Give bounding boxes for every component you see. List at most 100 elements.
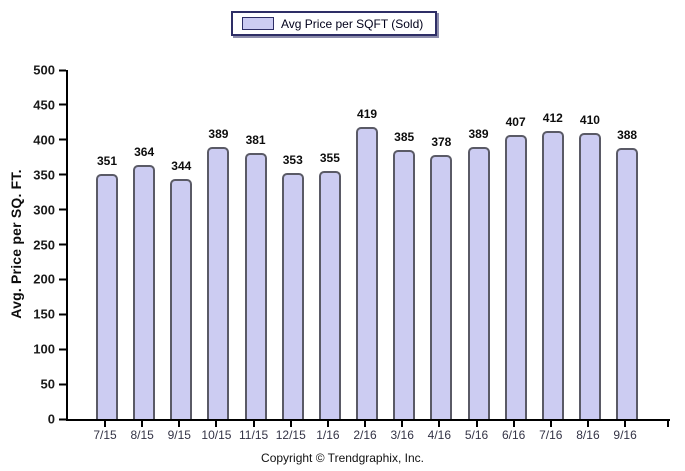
bar-7/15 — [96, 174, 118, 419]
bar-12/15 — [281, 172, 304, 419]
y-tick-label: 450 — [33, 97, 55, 113]
bar-value-label: 353 — [282, 152, 303, 167]
x-tick-label: 7/16 — [539, 428, 563, 442]
x-tick-label: 2/16 — [353, 428, 377, 442]
bar-9/16 — [616, 148, 639, 419]
x-tick-label: 5/16 — [464, 428, 489, 442]
x-tick-label: 9/16 — [613, 428, 637, 442]
x-tick-mark — [252, 421, 255, 427]
x-tick-mark — [104, 421, 106, 427]
x-tick-mark — [215, 421, 218, 427]
bar-7/16 — [541, 131, 564, 419]
y-tick: 350 — [33, 167, 66, 182]
x-tick-mark — [549, 421, 552, 427]
bar-value-label: 407 — [505, 114, 526, 129]
x-tick-mark — [475, 421, 478, 427]
x-tick-label: 8/16 — [576, 428, 600, 442]
x-tick-label: 12/15 — [275, 428, 306, 442]
x-tick-mark — [624, 421, 627, 427]
y-axis: 0 50 100 150 200 250 300 350 400 450 500 — [0, 63, 66, 427]
y-tick-mark — [59, 313, 66, 316]
bar-value-label: 419 — [357, 106, 378, 121]
y-tick-mark — [59, 348, 66, 351]
bar-value-label: 351 — [96, 154, 118, 169]
bar-1/16 — [318, 171, 341, 419]
bar-value-label: 381 — [245, 133, 266, 148]
y-tick-mark — [59, 173, 66, 176]
legend-swatch — [242, 17, 274, 30]
bar-value-label: 378 — [431, 135, 452, 150]
x-tick-label: 9/15 — [167, 428, 191, 442]
bar-11/15 — [244, 153, 267, 419]
bar-value-label: 344 — [171, 158, 192, 173]
y-tick-label: 250 — [33, 237, 55, 252]
bar-4/16 — [430, 155, 453, 419]
x-tick-label: 10/15 — [201, 428, 232, 442]
x-tick-mark — [364, 421, 367, 427]
x-tick-mark — [289, 421, 292, 427]
bar-8/15 — [133, 164, 156, 419]
y-tick-label: 150 — [33, 306, 55, 322]
bar-3/16 — [393, 150, 416, 419]
bar-8/16 — [578, 132, 601, 419]
x-tick-mark — [438, 421, 441, 427]
y-tick: 200 — [33, 272, 66, 287]
y-tick-mark — [59, 103, 66, 106]
y-tick: 250 — [33, 237, 66, 252]
y-tick: 450 — [33, 97, 66, 112]
y-tick-label: 50 — [40, 376, 55, 392]
bar-5/16 — [467, 147, 490, 419]
y-tick-mark — [59, 383, 66, 386]
y-tick: 150 — [33, 307, 66, 322]
plot-area: 351 364 344 389 381 353 355 419 385 378 389 407 412 4… — [66, 70, 670, 421]
bar-value-label: 355 — [319, 151, 340, 166]
y-tick-mark — [59, 208, 66, 211]
y-tick: 400 — [33, 132, 66, 147]
y-tick: 0 — [48, 412, 66, 427]
x-axis: 7/15 8/15 9/15 10/15 11/15 12/15 1/16 2/16 3/16 4… — [66, 421, 669, 449]
y-tick-label: 400 — [33, 132, 55, 148]
y-tick-label: 100 — [33, 341, 55, 357]
y-tick: 50 — [41, 377, 66, 392]
y-tick: 500 — [33, 63, 66, 78]
x-tick-mark — [141, 421, 144, 427]
bar-10/15 — [207, 147, 230, 419]
legend: Avg Price per SQFT (Sold) — [231, 11, 438, 36]
x-tick-label: 11/15 — [239, 428, 269, 442]
x-tick-mark — [401, 421, 404, 427]
y-tick: 100 — [33, 342, 66, 357]
bar-value-label: 385 — [394, 130, 415, 145]
x-tick-label: 8/15 — [130, 428, 154, 442]
copyright-text: Copyright © Trendgraphix, Inc. — [261, 451, 424, 465]
x-tick-mark — [586, 421, 589, 427]
x-tick-label: 4/16 — [427, 428, 452, 442]
bar-6/16 — [504, 134, 527, 419]
y-tick-label: 500 — [33, 62, 55, 78]
legend-label: Avg Price per SQFT (Sold) — [281, 16, 424, 31]
x-axis-end-tick — [667, 421, 669, 427]
x-tick-label: 3/16 — [390, 428, 414, 442]
x-tick-mark — [178, 421, 181, 427]
y-tick-label: 350 — [33, 167, 55, 183]
bar-value-label: 412 — [542, 111, 563, 126]
x-tick-mark — [326, 421, 329, 427]
x-tick-mark — [512, 421, 515, 427]
bar-value-label: 389 — [468, 127, 489, 142]
bar-9/15 — [170, 178, 193, 419]
x-tick-label: 7/15 — [93, 428, 117, 442]
y-tick-mark — [59, 418, 66, 420]
bar-value-label: 388 — [617, 128, 638, 143]
y-tick-label: 300 — [33, 202, 55, 218]
y-tick: 300 — [33, 202, 66, 217]
bar-value-label: 364 — [134, 144, 155, 159]
y-tick-mark — [59, 243, 66, 246]
y-tick-mark — [59, 138, 66, 141]
y-tick-mark — [59, 278, 66, 281]
bar-value-label: 410 — [579, 112, 600, 127]
y-tick-label: 200 — [33, 271, 55, 287]
bar-value-label: 389 — [208, 127, 229, 142]
y-tick-label: 0 — [47, 411, 55, 427]
x-tick-label: 1/16 — [316, 428, 340, 442]
bar-2/16 — [356, 126, 379, 419]
